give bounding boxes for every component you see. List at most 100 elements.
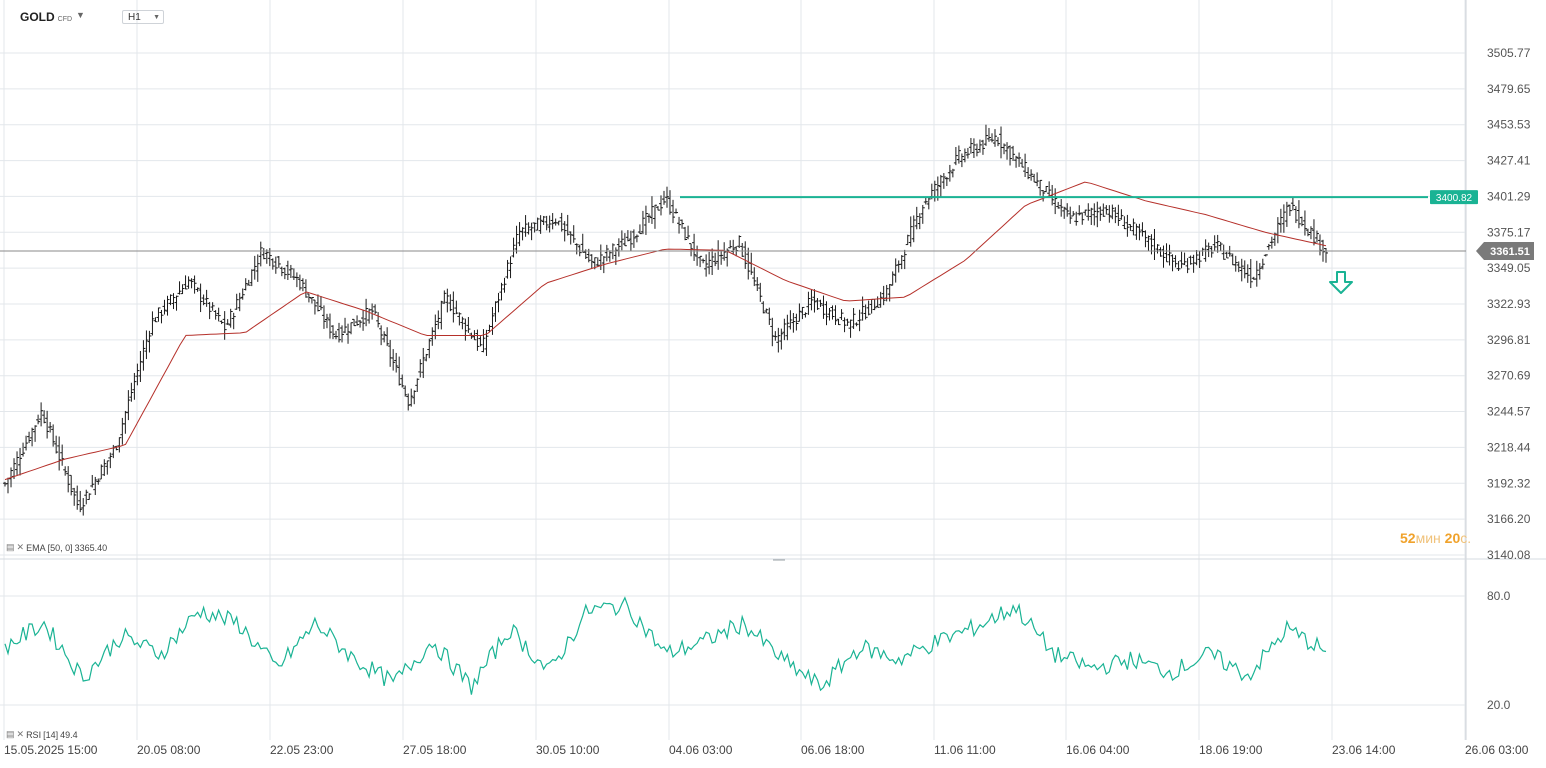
ohlc-bar (713, 252, 718, 267)
ohlc-bar (1011, 145, 1016, 161)
ohlc-bar (559, 212, 564, 232)
price-axis[interactable]: 3505.77 3479.65 3453.53 3427.41 3401.29 3375.… (1487, 46, 1531, 562)
rsi-params: [14] (43, 729, 59, 740)
ohlc-bar (1077, 205, 1082, 216)
ohlc-bar (36, 414, 41, 425)
ohlc-bar (1107, 205, 1112, 223)
ohlc-bar (872, 299, 877, 311)
ohlc-bar (1293, 206, 1298, 224)
ohlc-bar (710, 248, 715, 275)
ohlc-bar (683, 226, 688, 241)
ohlc-bar (821, 295, 826, 319)
ohlc-bar (989, 133, 994, 143)
ohlc-bar (1095, 201, 1100, 228)
settings-icon[interactable]: ▤ (6, 542, 15, 552)
ohlc-bar (1287, 204, 1292, 217)
ohlc-bar (1317, 234, 1322, 256)
ema-line (4, 181, 1327, 481)
ohlc-bar (496, 292, 501, 313)
ohlc-bar (391, 349, 396, 371)
price-tick-label: 3453.53 (1487, 118, 1531, 132)
ohlc-bar (1116, 204, 1121, 226)
ohlc-bar (740, 242, 745, 257)
ohlc-bar (1212, 235, 1217, 251)
ohlc-bar (640, 210, 645, 235)
timeframe-selector[interactable]: H1 ▼ (122, 10, 164, 24)
ohlc-bar (695, 245, 700, 266)
time-tick-label: 15.05.2025 15:00 (4, 743, 98, 757)
ohlc-bar (379, 325, 384, 346)
close-icon[interactable]: ✕ (16, 542, 25, 552)
pane-separator[interactable] (0, 558, 1546, 561)
ohlc-bar (18, 448, 23, 476)
ohlc-bar (324, 313, 329, 329)
ohlc-bar (1053, 188, 1058, 215)
ohlc-bar (327, 313, 332, 339)
ohlc-bar (472, 330, 477, 341)
ohlc-bar (505, 259, 510, 279)
settings-icon[interactable]: ▤ (6, 729, 15, 739)
symbol-selector[interactable]: GOLD CFD (20, 10, 72, 24)
rsi-label: RSI (26, 729, 42, 740)
ohlc-bar (665, 186, 670, 208)
close-icon[interactable]: ✕ (16, 729, 25, 739)
ohlc-bar (373, 304, 378, 315)
ohlc-bar (159, 309, 164, 324)
ohlc-bar (135, 363, 140, 386)
ohlc-bar (418, 359, 423, 378)
ohlc-bar (622, 233, 627, 247)
ohlc-bar (382, 331, 387, 343)
ohlc-bar (252, 255, 257, 280)
symbol-name: GOLD (20, 10, 55, 24)
time-axis[interactable]: 15.05.2025 15:00 20.05 08:00 22.05 23:00 27… (4, 743, 1529, 757)
ohlc-bar (78, 490, 83, 513)
ohlc-bar (568, 231, 573, 245)
ohlc-bar (607, 250, 612, 262)
ema-params: [50, 0] (47, 542, 73, 553)
ohlc-bar (234, 293, 239, 310)
ohlc-bar (201, 294, 206, 306)
ohlc-bar (27, 431, 32, 444)
ohlc-bar (147, 330, 152, 353)
ohlc-bar (150, 311, 155, 336)
time-tick-label: 23.06 14:00 (1332, 743, 1396, 757)
ohlc-bar (770, 317, 775, 347)
ohlc-bar (1023, 153, 1028, 177)
ohlc-bar (475, 329, 480, 351)
ohlc-bar (1104, 205, 1109, 215)
ohlc-bar (364, 298, 369, 327)
arrow-down-icon (1329, 271, 1353, 294)
ohlc-bar (983, 124, 988, 146)
ohlc-bar (996, 137, 1001, 147)
ohlc-bar (186, 276, 191, 289)
ohlc-bar (412, 390, 417, 405)
ohlc-bar (526, 222, 531, 235)
ohlc-bar (764, 308, 769, 314)
ohlc-bar (1041, 189, 1046, 202)
ohlc-bar (162, 299, 167, 315)
ohlc-bar (129, 382, 134, 402)
ohlc-bar (737, 235, 742, 249)
ohlc-bar (1155, 244, 1160, 254)
ohlc-bar (367, 308, 372, 324)
ohlc-bar (442, 290, 447, 304)
ohlc-bar (529, 222, 534, 241)
ohlc-bar (315, 294, 320, 312)
ohlc-bar (947, 164, 952, 182)
ohlc-bar (1284, 201, 1289, 227)
ohlc-bar (15, 451, 20, 475)
ohlc-bar (731, 239, 736, 255)
ohlc-bar (992, 129, 997, 147)
ohlc-bar (57, 436, 62, 471)
ohlc-bar (1308, 226, 1313, 240)
ohlc-bar (968, 137, 973, 154)
ohlc-bar (138, 351, 143, 382)
ohlc-bar (701, 258, 706, 264)
ohlc-bar (1086, 203, 1091, 221)
ohlc-bar (312, 299, 317, 315)
ohlc-bar (637, 224, 642, 235)
caret-down-icon[interactable]: ▼ (76, 10, 85, 20)
ohlc-bar (1266, 243, 1271, 250)
ohlc-bar (1038, 179, 1043, 196)
